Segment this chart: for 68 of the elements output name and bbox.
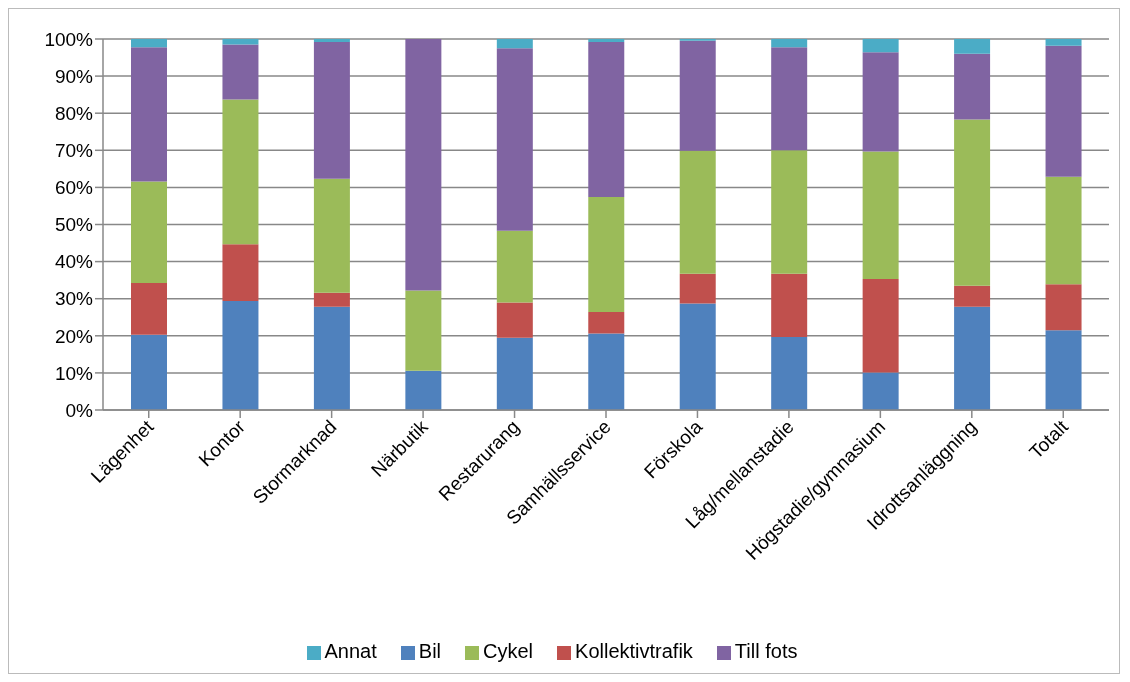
bar bbox=[862, 39, 899, 53]
legend-label: Bil bbox=[418, 640, 442, 662]
bar bbox=[405, 39, 442, 291]
bar bbox=[313, 178, 350, 293]
legend-label: Till fots bbox=[734, 640, 798, 662]
y-tick-label: 100% bbox=[44, 28, 94, 50]
bar bbox=[679, 273, 716, 304]
bar bbox=[771, 150, 808, 274]
bar bbox=[771, 273, 808, 337]
bar bbox=[131, 47, 167, 182]
bar bbox=[862, 151, 899, 280]
bar bbox=[954, 306, 991, 410]
bar bbox=[313, 41, 350, 179]
y-tick-label: 30% bbox=[54, 288, 94, 310]
y-tick-label: 90% bbox=[54, 65, 94, 87]
bar bbox=[588, 41, 625, 198]
y-tick-label: 20% bbox=[54, 325, 94, 347]
bar bbox=[131, 283, 167, 335]
bar bbox=[1045, 330, 1082, 410]
legend-label: Annat bbox=[324, 640, 377, 662]
bar bbox=[679, 303, 716, 410]
bar bbox=[1045, 45, 1082, 177]
bar bbox=[222, 44, 259, 100]
bar bbox=[496, 39, 533, 49]
bar bbox=[588, 39, 625, 42]
bar bbox=[496, 230, 533, 303]
bar bbox=[1045, 176, 1082, 285]
bar bbox=[222, 99, 259, 245]
bar bbox=[588, 197, 625, 313]
bar bbox=[405, 370, 442, 410]
bar bbox=[496, 48, 533, 231]
bar bbox=[1045, 39, 1082, 46]
bar bbox=[313, 292, 350, 307]
bar bbox=[862, 52, 899, 152]
bar bbox=[496, 337, 533, 410]
bar bbox=[222, 244, 259, 301]
y-tick-label: 80% bbox=[54, 102, 94, 124]
bar bbox=[496, 302, 533, 338]
bar bbox=[954, 39, 991, 54]
bar bbox=[1045, 284, 1082, 331]
y-tick-label: 70% bbox=[54, 140, 94, 162]
bar bbox=[954, 119, 991, 286]
bar bbox=[405, 290, 442, 371]
y-tick-label: 50% bbox=[54, 214, 94, 236]
y-tick-label: 60% bbox=[54, 177, 94, 199]
bar bbox=[679, 40, 716, 151]
bar bbox=[679, 150, 716, 274]
bar bbox=[131, 39, 167, 48]
bar bbox=[862, 279, 899, 373]
y-tick-label: 40% bbox=[54, 251, 94, 273]
bar bbox=[771, 39, 808, 48]
bar bbox=[588, 333, 625, 410]
bar bbox=[313, 306, 350, 410]
bar bbox=[954, 285, 991, 307]
bar bbox=[313, 39, 350, 42]
bar bbox=[954, 53, 991, 120]
y-tick-label: 10% bbox=[54, 362, 94, 384]
legend-label: Kollektivtrafik bbox=[575, 640, 693, 662]
legend-label: Cykel bbox=[483, 640, 534, 662]
bar bbox=[131, 334, 167, 410]
bar bbox=[131, 181, 167, 284]
y-tick-label: 0% bbox=[65, 399, 94, 421]
bar bbox=[771, 47, 808, 151]
bar bbox=[222, 39, 259, 45]
bar bbox=[771, 336, 808, 410]
bar bbox=[862, 372, 899, 410]
bar bbox=[588, 312, 625, 334]
bar bbox=[222, 300, 259, 410]
